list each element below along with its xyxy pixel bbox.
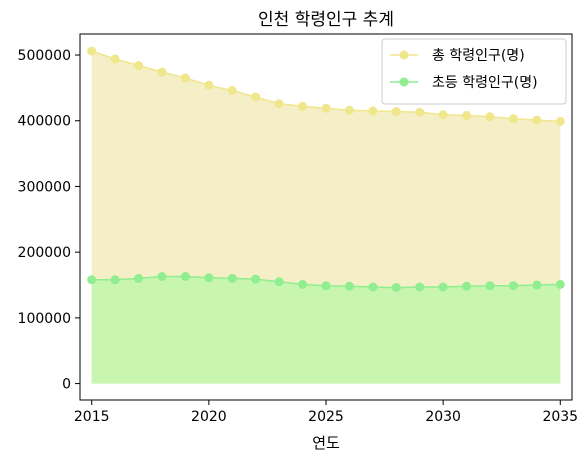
series-1-point <box>462 281 472 291</box>
series-0-point <box>438 110 448 120</box>
series-1-point <box>251 274 261 284</box>
series-0-point <box>274 99 284 109</box>
x-axis: 2015 2020 2025 2030 2035 <box>74 400 578 425</box>
legend-label: 초등 학령인구(명) <box>432 75 538 91</box>
x-tick-label: 2020 <box>191 409 227 425</box>
y-tick-label: 300000 <box>18 179 71 195</box>
legend: 총 학령인구(명) 초등 학령인구(명) <box>381 38 567 105</box>
x-tick-label: 2015 <box>74 409 110 425</box>
series-1-point <box>134 273 144 283</box>
series-1-point <box>274 277 284 287</box>
series-1-point <box>415 282 425 292</box>
series-1-point <box>204 273 214 283</box>
chart-title: 인천 학령인구 추계 <box>258 10 394 30</box>
series-0-point <box>204 80 214 90</box>
series-0-point <box>555 116 565 126</box>
series-0-point <box>368 106 378 116</box>
series-1-point <box>180 272 190 281</box>
y-tick-label: 100000 <box>18 311 71 327</box>
series-0-point <box>110 54 120 64</box>
series-0-point <box>134 61 144 70</box>
legend-swatch-marker <box>399 50 409 60</box>
series-0-point <box>462 111 472 120</box>
marker-layer <box>87 46 565 293</box>
series-1-point <box>438 282 448 292</box>
series-0-point <box>298 101 308 111</box>
series-1-point <box>532 280 542 290</box>
series-0-point <box>532 115 542 125</box>
legend-swatch-marker <box>399 77 409 87</box>
series-1-point <box>391 283 401 293</box>
series-1-point <box>227 273 237 283</box>
y-tick-label: 500000 <box>18 48 71 64</box>
series-1-area <box>91 276 561 384</box>
series-1-point <box>368 282 378 292</box>
series-0-point <box>180 73 190 83</box>
series-0-point <box>251 92 261 102</box>
series-1-point <box>321 281 331 291</box>
series-0-point <box>87 46 97 56</box>
series-1-point <box>508 281 518 291</box>
x-axis-label: 연도 <box>312 434 340 452</box>
series-0-point <box>415 107 425 117</box>
series-1-point <box>298 279 308 289</box>
series-1-point <box>485 281 495 291</box>
series-0-point <box>157 67 167 77</box>
series-0-point <box>321 103 331 113</box>
series-0-point <box>344 105 354 115</box>
y-tick-label: 200000 <box>18 245 71 261</box>
x-tick-label: 2030 <box>425 409 461 425</box>
x-tick-label: 2035 <box>542 409 578 425</box>
y-tick-label: 400000 <box>18 114 71 130</box>
series-1-point <box>555 279 565 289</box>
series-1-point <box>87 275 97 285</box>
series-0-point <box>391 107 401 116</box>
legend-box <box>381 38 567 105</box>
series-1-point <box>157 272 167 281</box>
legend-label: 총 학령인구(명) <box>432 48 525 64</box>
series-0-point <box>227 86 237 95</box>
y-tick-label: 0 <box>62 377 71 393</box>
series-1-point <box>110 275 120 285</box>
y-axis: 0 100000 200000 300000 400000 500000 <box>18 48 80 393</box>
series-1-point <box>344 281 354 291</box>
series-0-point <box>485 112 495 122</box>
x-tick-label: 2025 <box>308 409 344 425</box>
area-layer <box>91 51 561 384</box>
series-0-point <box>508 114 518 124</box>
